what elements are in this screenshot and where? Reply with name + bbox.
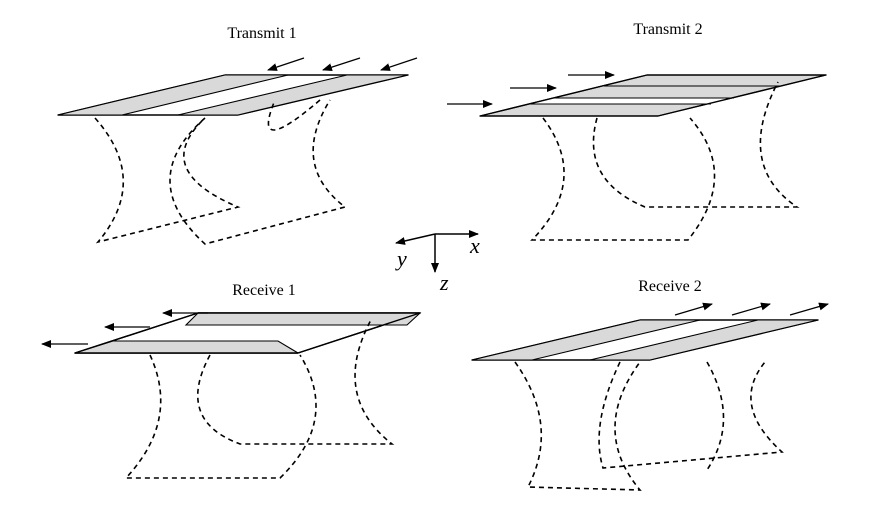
arrow-left — [267, 57, 305, 71]
shaded-strip — [589, 319, 819, 361]
shaded-strip — [184, 312, 422, 326]
panel-title-transmit-2: Transmit 2 — [633, 21, 702, 38]
y-axis-arrow — [395, 233, 436, 245]
panel-receive-2: Receive 2 — [471, 278, 829, 491]
clear-band — [528, 98, 734, 104]
panel-transmit-2: Transmit 2 — [447, 21, 827, 241]
dashed-outline — [94, 99, 347, 245]
arrow-left — [322, 57, 361, 72]
panel-receive-1: Receive 1 — [41, 282, 422, 479]
plate — [479, 74, 827, 117]
arrow-right — [789, 302, 829, 316]
arrow-right — [731, 302, 771, 316]
shaded-strip — [177, 74, 409, 116]
dashed-outline — [530, 81, 800, 241]
z-axis-label: z — [439, 270, 449, 295]
panel-title-receive-1: Receive 1 — [232, 282, 296, 299]
plate-outline — [479, 74, 827, 117]
panel-title-receive-2: Receive 2 — [638, 278, 702, 295]
dashed-outline — [124, 317, 395, 479]
shaded-strip — [57, 74, 289, 116]
y-axis-label: y — [395, 246, 407, 271]
shaded-strip — [471, 319, 701, 361]
dashed-outline — [514, 361, 784, 491]
arrow-right — [674, 302, 713, 316]
panel-title-transmit-1: Transmit 1 — [227, 25, 296, 42]
arrow-left — [380, 57, 418, 71]
x-axis-label: x — [469, 233, 480, 258]
panel-transmit-1: Transmit 1 — [57, 25, 418, 245]
coordinate-axes: x y z — [395, 230, 480, 295]
plate-outline — [74, 312, 421, 354]
